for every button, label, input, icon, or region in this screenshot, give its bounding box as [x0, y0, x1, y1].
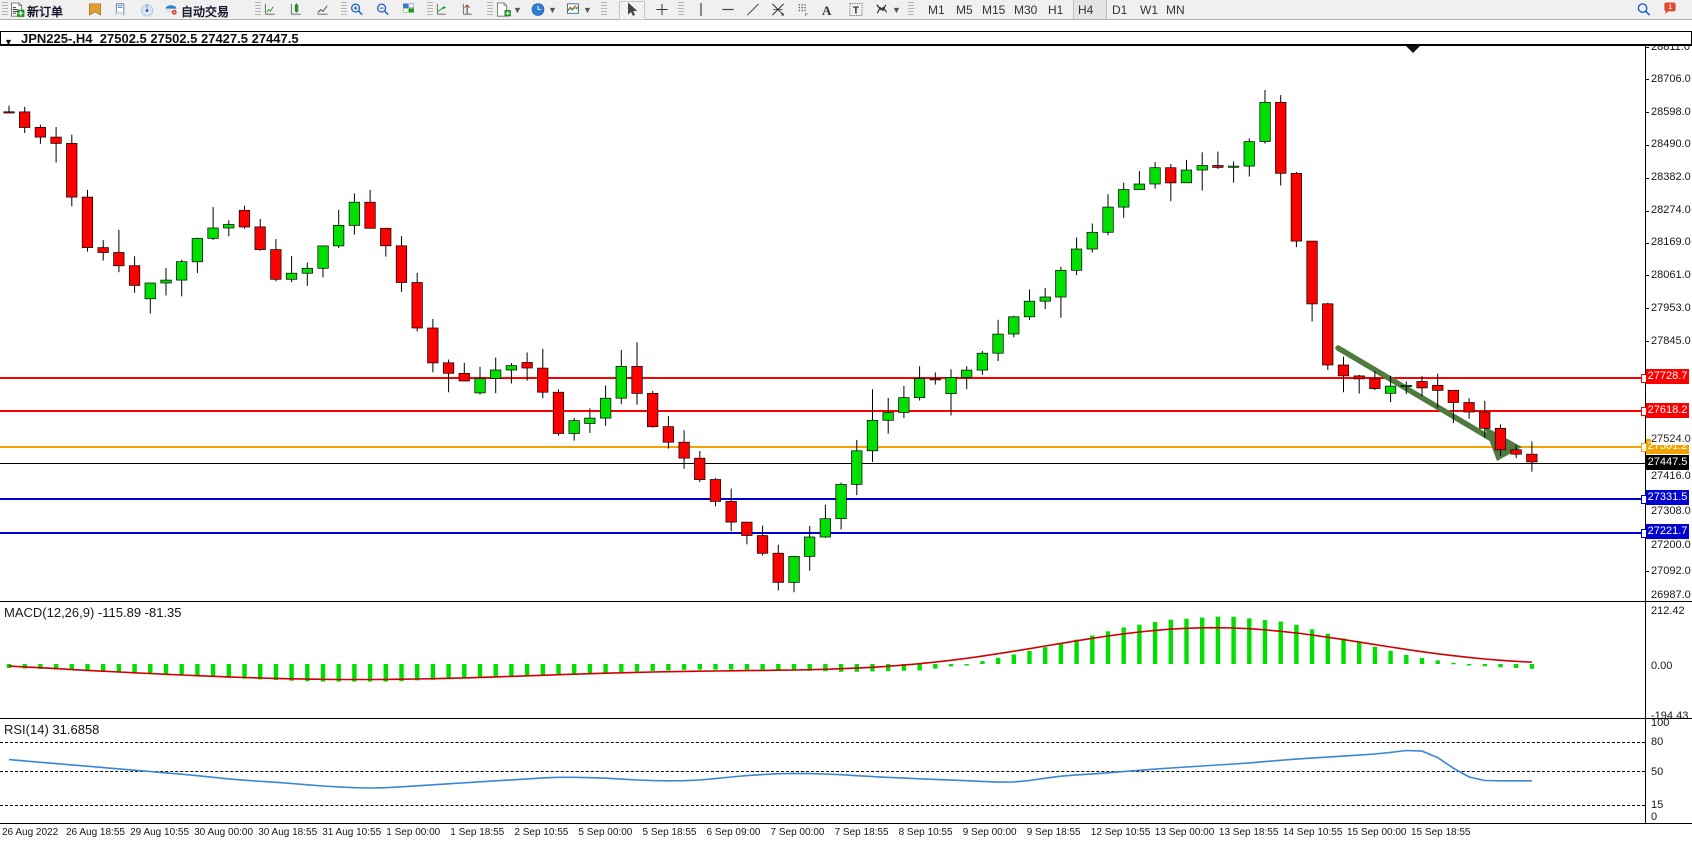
svg-text:T: T: [853, 5, 860, 16]
svg-text:E: E: [781, 12, 784, 17]
svg-text:1: 1: [1668, 4, 1672, 11]
svg-text:F: F: [805, 12, 808, 17]
